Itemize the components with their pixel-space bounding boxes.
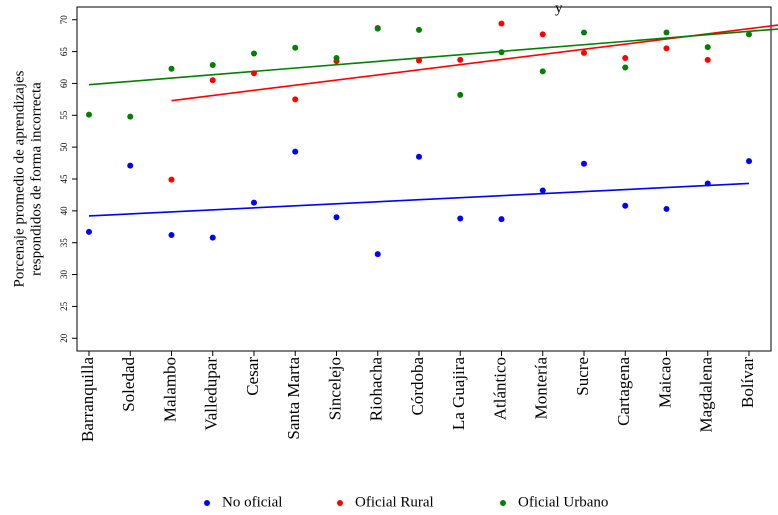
point-no-oficial-monteria — [539, 187, 546, 194]
point-oficial-rural-cesar — [251, 70, 257, 77]
y-axis-label-line-1: Porcenaje promedio de aprendizajes — [11, 70, 27, 287]
y-tick-label: 70 — [59, 15, 69, 25]
point-no-oficial-valledupar — [209, 234, 216, 241]
x-tick-label-la-guajira: La Guajira — [449, 357, 468, 431]
x-tick-label-barranquilla: Barranquilla — [78, 357, 97, 442]
point-oficial-urbano-cesar — [251, 50, 257, 57]
point-no-oficial-soledad — [127, 162, 134, 169]
point-no-oficial-malambo — [168, 232, 175, 239]
point-oficial-urbano-valledupar — [209, 61, 216, 68]
point-oficial-rural-maicao — [663, 45, 670, 52]
legend-item-no-oficial: No oficial — [204, 494, 282, 510]
x-tick-label-valledupar: Valledupar — [202, 357, 221, 431]
point-no-oficial-santa-marta — [292, 148, 299, 155]
point-oficial-urbano-bolivar — [746, 31, 752, 38]
point-no-oficial-magdalena — [704, 180, 711, 187]
y-tick-label: 65 — [59, 47, 69, 57]
x-tick-label-magdalena: Magdalena — [697, 357, 716, 433]
legend-marker-no-oficial — [204, 500, 210, 506]
legend-label-no-oficial: No oficial — [222, 494, 282, 510]
point-oficial-urbano-sincelejo — [333, 54, 340, 61]
chart-title-fragment: y — [555, 1, 563, 17]
point-oficial-urbano-santa-marta — [292, 44, 299, 51]
point-oficial-urbano-soledad — [127, 113, 134, 120]
point-no-oficial-sucre — [581, 160, 587, 167]
point-oficial-rural-atlantico — [498, 20, 505, 27]
point-oficial-urbano-maicao — [663, 29, 670, 36]
x-tick-label-atlantico: Atlántico — [490, 357, 509, 420]
y-tick-label: 60 — [59, 78, 69, 88]
y-tick-label: 40 — [59, 206, 69, 216]
point-oficial-urbano-cordoba — [416, 26, 422, 33]
trend-line-no-oficial — [88, 182, 750, 217]
point-no-oficial-maicao — [663, 205, 670, 212]
legend-marker-oficial-rural — [337, 500, 343, 506]
point-oficial-rural-la-guajira — [457, 56, 464, 63]
point-oficial-urbano-barranquilla — [86, 111, 92, 118]
y-tick-label: 50 — [59, 142, 69, 152]
point-no-oficial-cordoba — [416, 153, 422, 160]
axes: 20 25 30 35 40 45 50 55 60 65 70 — [59, 6, 772, 356]
point-oficial-rural-monteria — [539, 31, 546, 38]
y-tick-label: 25 — [59, 301, 69, 311]
x-tick-label-cartagena: Cartagena — [614, 357, 633, 426]
point-oficial-rural-valledupar — [209, 77, 216, 84]
legend-label-oficial-rural: Oficial Rural — [355, 494, 434, 510]
point-oficial-urbano-cartagena — [622, 64, 629, 71]
x-tick-label-malambo: Malambo — [160, 357, 179, 422]
y-tick-label: 45 — [59, 174, 69, 184]
point-oficial-rural-sucre — [581, 49, 587, 56]
x-tick-label-soledad: Soledad — [119, 357, 138, 412]
legend-marker-oficial-urbano — [500, 500, 506, 506]
point-oficial-urbano-atlantico — [498, 49, 505, 56]
point-oficial-urbano-sucre — [581, 29, 587, 36]
x-tick-label-cesar: Cesar — [243, 357, 262, 396]
x-tick-label-cordoba: Córdoba — [408, 357, 427, 416]
y-tick-label: 20 — [59, 333, 69, 343]
data-points — [86, 20, 752, 258]
x-tick-label-maicao: Maicao — [655, 357, 674, 408]
x-tick-label-sincelejo: Sincelejo — [325, 357, 344, 420]
legend-item-oficial-urbano: Oficial Urbano — [500, 494, 608, 510]
x-tick-label-santa-marta: Santa Marta — [284, 357, 303, 440]
point-no-oficial-barranquilla — [86, 228, 92, 235]
point-no-oficial-atlantico — [498, 216, 505, 223]
legend: No oficial Oficial Rural Oficial Urbano — [204, 494, 608, 510]
point-oficial-urbano-la-guajira — [457, 91, 464, 98]
point-oficial-urbano-malambo — [168, 65, 175, 72]
point-oficial-rural-cordoba — [416, 57, 422, 64]
point-oficial-rural-santa-marta — [292, 96, 299, 103]
legend-item-oficial-rural: Oficial Rural — [337, 494, 434, 510]
x-tick-labels: Barranquilla Soledad Malambo Valledupar Cesa… — [78, 357, 757, 442]
point-oficial-urbano-monteria — [539, 68, 546, 75]
x-tick-label-bolivar: Bolívar — [738, 357, 757, 408]
y-tick-label: 55 — [59, 110, 69, 120]
point-no-oficial-bolivar — [746, 158, 752, 165]
x-tick-label-sucre: Sucre — [573, 357, 592, 396]
legend-label-oficial-urbano: Oficial Urbano — [518, 494, 608, 510]
point-oficial-rural-magdalena — [704, 56, 711, 63]
y-axis-label: Porcenaje promedio de aprendizajes respon… — [11, 70, 44, 287]
point-no-oficial-sincelejo — [333, 214, 340, 221]
point-oficial-rural-malambo — [168, 176, 175, 183]
x-tick-label-monteria: Montería — [532, 357, 551, 420]
trend-line-oficial-urbano — [88, 28, 778, 86]
point-oficial-rural-cartagena — [622, 54, 629, 61]
y-axis-label-line-2: respondidos de forma incorrecta — [28, 82, 44, 276]
point-oficial-urbano-magdalena — [704, 44, 711, 51]
point-oficial-urbano-riohacha — [374, 25, 381, 32]
y-tick-label: 30 — [59, 270, 69, 280]
point-no-oficial-cesar — [251, 199, 257, 206]
point-no-oficial-la-guajira — [457, 215, 464, 222]
trend-lines — [88, 24, 778, 217]
x-tick-label-riohacha: Riohacha — [367, 357, 386, 422]
point-no-oficial-cartagena — [622, 202, 629, 209]
point-no-oficial-riohacha — [374, 251, 381, 258]
trend-line-oficial-rural — [171, 24, 778, 102]
y-tick-label: 35 — [59, 238, 69, 248]
plot-frame — [76, 6, 772, 352]
